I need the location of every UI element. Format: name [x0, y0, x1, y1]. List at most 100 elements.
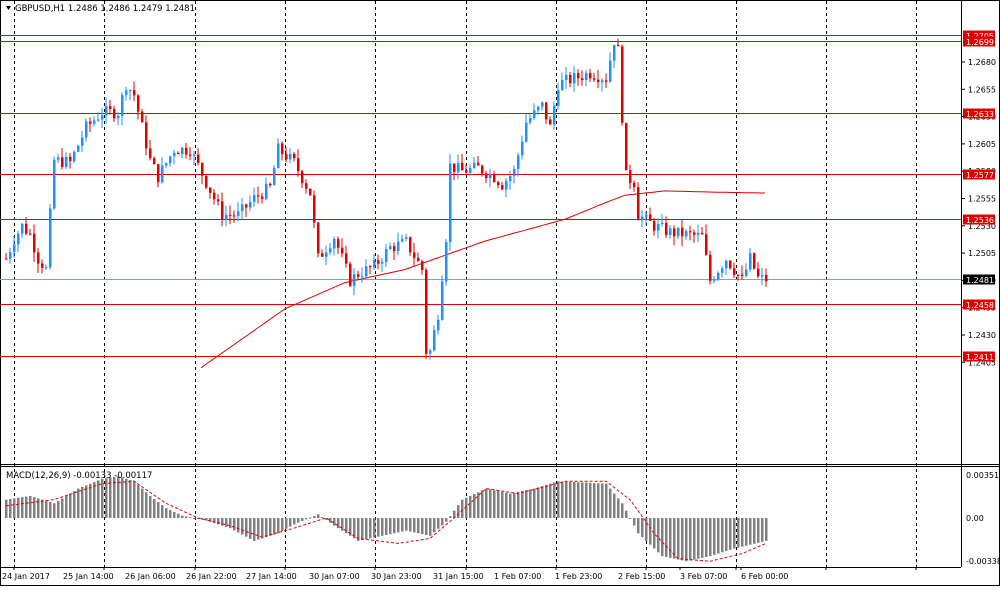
- candle-body: [389, 246, 392, 250]
- candle-body: [689, 231, 692, 233]
- macd-bar: [317, 514, 320, 518]
- candle-body: [165, 163, 168, 166]
- candle-body: [265, 183, 268, 199]
- macd-bar: [593, 483, 596, 518]
- current-price-bg: [963, 274, 995, 285]
- candle-body: [385, 249, 388, 262]
- macd-bar: [21, 497, 24, 518]
- candle-body: [745, 269, 748, 276]
- level-label-text: 1.2536: [966, 216, 994, 225]
- macd-bar: [237, 518, 240, 533]
- candle-body: [269, 183, 272, 186]
- macd-bar: [633, 518, 636, 526]
- candle-body: [681, 227, 684, 237]
- macd-bar: [117, 476, 120, 518]
- macd-bar: [41, 499, 44, 518]
- candle-body: [585, 73, 588, 80]
- candle-body: [225, 214, 228, 220]
- level-label-text: 1.2411: [966, 353, 994, 362]
- candle-body: [141, 111, 144, 123]
- macd-bar: [473, 494, 476, 518]
- macd-bar: [601, 483, 604, 518]
- macd-bar: [157, 502, 160, 518]
- candle-body: [185, 147, 188, 155]
- macd-bar: [73, 491, 76, 518]
- level-label-bg: [963, 108, 995, 119]
- candle-body: [409, 237, 412, 253]
- collapse-arrow-icon[interactable]: [6, 6, 11, 10]
- macd-bar: [465, 497, 468, 518]
- time-axis-label: 31 Jan 15:00: [433, 572, 484, 581]
- macd-bar: [181, 515, 184, 518]
- candle-body: [49, 208, 52, 268]
- candle-body: [529, 118, 532, 123]
- macd-bar: [517, 491, 520, 518]
- candle-body: [45, 267, 48, 269]
- macd-bar: [753, 518, 756, 544]
- macd-bar: [305, 518, 308, 520]
- macd-bar: [385, 518, 388, 535]
- macd-bar: [409, 518, 412, 532]
- candle-body: [213, 192, 216, 200]
- candle-body: [93, 120, 96, 124]
- candle-body: [501, 185, 504, 190]
- macd-bar: [577, 482, 580, 518]
- macd-bar: [509, 493, 512, 518]
- macd-bar: [513, 492, 516, 518]
- macd-bar: [485, 488, 488, 518]
- candle-body: [33, 233, 36, 253]
- macd-bar: [573, 482, 576, 518]
- macd-bar: [629, 518, 632, 519]
- candle-body: [217, 199, 220, 202]
- macd-bar: [597, 483, 600, 518]
- macd-bar: [277, 518, 280, 534]
- macd-bar: [481, 490, 484, 518]
- horizontal-levels[interactable]: [0, 35, 961, 357]
- time-axis-label: 6 Feb 00:00: [741, 572, 788, 581]
- macd-bar: [113, 476, 116, 518]
- macd-bar: [61, 498, 64, 518]
- candle-body: [233, 215, 236, 217]
- macd-bar: [625, 510, 628, 518]
- candle-body: [201, 162, 204, 176]
- candle-body: [477, 162, 480, 166]
- candle-body: [625, 122, 628, 171]
- macd-bar: [77, 488, 80, 518]
- candle-body: [593, 78, 596, 80]
- macd-bar: [605, 483, 608, 518]
- macd-bar: [121, 477, 124, 518]
- candle-body: [13, 244, 16, 253]
- candle-body: [517, 155, 520, 169]
- macd-bar: [449, 516, 452, 518]
- candle-body: [605, 80, 608, 82]
- candle-body: [357, 274, 360, 277]
- macd-bar: [5, 499, 8, 518]
- macd-bar: [505, 492, 508, 518]
- macd-bar: [765, 518, 768, 541]
- candle-body: [673, 228, 676, 237]
- candle-body: [245, 204, 248, 208]
- candle-body: [105, 106, 108, 116]
- candle-body: [513, 168, 516, 177]
- candle-body: [697, 232, 700, 235]
- candle-body: [325, 252, 328, 257]
- price-tick-label: 1.2430: [968, 331, 996, 340]
- time-axis-label: 24 Jan 2017: [2, 572, 50, 581]
- macd-bar: [269, 518, 272, 536]
- candle-body: [97, 119, 100, 121]
- candle-body: [609, 60, 612, 82]
- time-axis-label: 25 Jan 14:00: [63, 572, 114, 581]
- candle-body: [549, 119, 552, 125]
- candle-body: [133, 90, 136, 96]
- macd-bar: [329, 518, 332, 523]
- candle-body: [221, 201, 224, 220]
- candle-body: [197, 154, 200, 163]
- candle-body: [421, 261, 424, 270]
- candle-body: [65, 156, 68, 167]
- macd-bar: [653, 518, 656, 549]
- macd-bar: [217, 518, 220, 525]
- macd-bar: [309, 517, 312, 519]
- macd-bar: [245, 518, 248, 537]
